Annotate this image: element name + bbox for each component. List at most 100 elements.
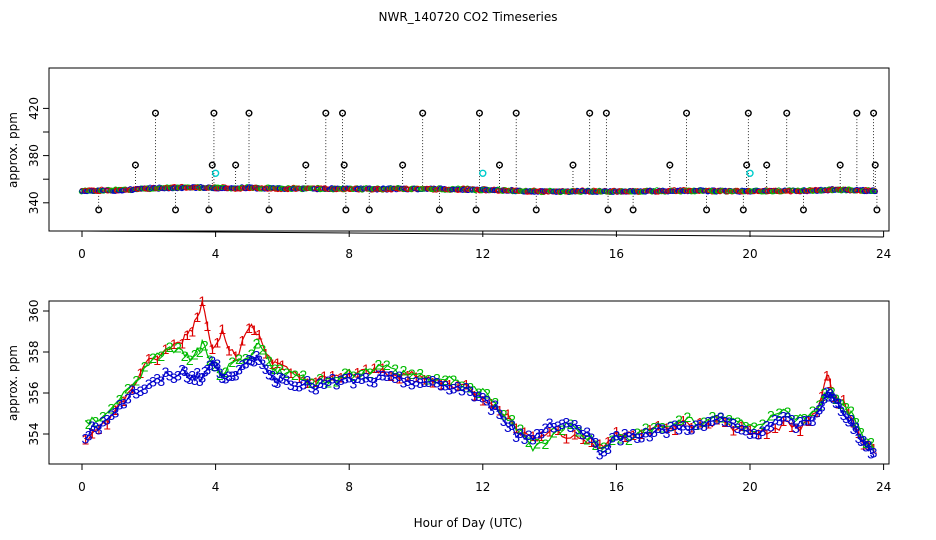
series-1-marker: 1: [250, 322, 258, 338]
baseline-point: [112, 186, 119, 192]
flagged-point: [399, 161, 407, 169]
series-3-marker: 3: [818, 399, 826, 415]
series-3-marker: 3: [253, 348, 261, 364]
series-3-marker: 3: [258, 356, 266, 372]
series-1-marker: 1: [153, 352, 161, 368]
series-3-marker: 3: [116, 397, 124, 413]
series-3-marker: 3: [141, 381, 149, 397]
series-3-marker: 3: [213, 356, 221, 372]
series-3-marker: 3: [516, 425, 524, 441]
series-3-marker: 3: [137, 383, 145, 399]
series-2-marker: 2: [642, 420, 650, 436]
baseline-point: [550, 188, 556, 195]
series-1-marker: 1: [137, 365, 145, 381]
series-3-marker: 3: [784, 409, 792, 425]
baseline-point: [754, 187, 760, 193]
bottom-x-tick-label: 24: [876, 480, 891, 494]
series-2-marker: 2: [174, 340, 182, 356]
series-3-marker: 3: [809, 413, 817, 429]
bottom-y-tick-label: 358: [27, 341, 41, 364]
series-3-marker: 3: [562, 414, 570, 430]
series-1-marker: 1: [446, 376, 454, 392]
series-2-marker: 2: [475, 385, 483, 401]
series-3-marker: 3: [815, 402, 823, 418]
series-3-marker: 3: [865, 437, 873, 453]
series-1-marker: 1: [312, 374, 320, 390]
series-3-marker: 3: [825, 388, 833, 404]
series-1-marker: 1: [855, 425, 863, 441]
series-1-marker: 1: [521, 424, 529, 440]
series-3-marker: 3: [625, 429, 633, 445]
flagged-point: [95, 206, 103, 214]
series-2-marker: 2: [608, 432, 616, 448]
series-1-marker: 1: [145, 351, 153, 367]
series-1-marker: 1: [225, 342, 233, 358]
series-3-marker: 3: [775, 413, 783, 429]
series-2-marker: 2: [149, 350, 157, 366]
baseline-point: [334, 185, 341, 191]
series-1-marker: 1: [395, 371, 403, 387]
series-3-marker: 3: [232, 368, 240, 384]
series-2-marker: 2: [600, 439, 608, 455]
series-3-marker: 3: [763, 417, 771, 433]
series-1-marker: 1: [471, 387, 479, 403]
series-1-marker: 1: [579, 431, 587, 447]
series-3-marker: 3: [174, 367, 182, 383]
series-3-marker: 3: [265, 366, 273, 382]
baseline-point: [186, 184, 193, 191]
series-1-marker: 1: [688, 420, 696, 436]
bottom-x-tick-label: 20: [742, 480, 757, 494]
series-2-marker: 2: [675, 412, 683, 428]
series-1-marker: 1: [487, 395, 495, 411]
series-2-marker: 2: [91, 413, 99, 429]
series-2-marker: 2: [625, 432, 633, 448]
series-1-marker: 1: [738, 418, 746, 434]
series-3-marker: 3: [312, 382, 320, 398]
flagged-point: [604, 206, 612, 214]
series-1-marker: 1: [870, 440, 878, 456]
series-1-marker: 1: [679, 412, 687, 428]
series-1-marker: 1: [345, 365, 353, 381]
series-3-marker: 3: [206, 357, 214, 373]
bottom-panel-frame: [48, 300, 890, 465]
series-3-marker: 3: [654, 420, 662, 436]
series-1-marker: 1: [128, 381, 136, 397]
series-3-marker: 3: [608, 430, 616, 446]
series-1-marker: 1: [232, 348, 240, 364]
flagged-point: [131, 161, 139, 169]
series-1-marker: 1: [840, 392, 848, 408]
series-3-marker: 3: [688, 422, 696, 438]
series-3-marker: 3: [554, 418, 562, 434]
bottom-x-tick-label: 8: [345, 480, 353, 494]
series-2-marker: 2: [248, 346, 256, 362]
flagged-point: [703, 206, 711, 214]
series-3-marker: 3: [341, 370, 349, 386]
series-1-marker: 1: [268, 356, 276, 372]
series-3-marker: 3: [124, 391, 132, 407]
series-1-marker: 1: [354, 364, 362, 380]
series-2-marker: 2: [116, 391, 124, 407]
series-1-marker: 1: [273, 355, 281, 371]
series-2-marker: 2: [383, 357, 391, 373]
series-1-marker: 1: [183, 327, 191, 343]
series-1-marker: 1: [120, 393, 128, 409]
series-2-marker: 2: [542, 436, 550, 452]
series-1-marker: 1: [504, 406, 512, 422]
series-2-marker: 2: [391, 361, 399, 377]
series-3-marker: 3: [496, 406, 504, 422]
series-3-marker: 3: [713, 411, 721, 427]
series-1-marker: 1: [112, 402, 120, 418]
series-3-marker: 3: [255, 352, 263, 368]
series-3-marker: 3: [375, 367, 383, 383]
series-1-marker: 1: [629, 427, 637, 443]
series-3-marker: 3: [85, 427, 93, 443]
series-3-marker: 3: [780, 409, 788, 425]
series-1-marker: 1: [198, 293, 206, 309]
series-2-marker: 2: [299, 367, 307, 383]
series-2-marker: 2: [575, 423, 583, 439]
series-3-marker: 3: [600, 444, 608, 460]
series-1-marker: 1: [788, 419, 796, 435]
